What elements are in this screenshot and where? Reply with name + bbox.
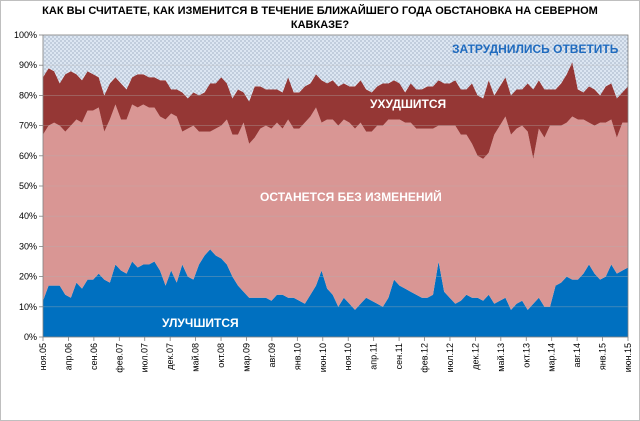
y-tick-label: 80% bbox=[19, 90, 37, 100]
x-tick-label: мар.14 bbox=[547, 343, 557, 372]
y-tick-label: 30% bbox=[19, 241, 37, 251]
x-tick-label: окт.13 bbox=[521, 343, 531, 368]
x-tick-label: ноя.10 bbox=[343, 343, 353, 370]
series-label-same: ОСТАНЕТСЯ БЕЗ ИЗМЕНЕНИЙ bbox=[260, 189, 442, 204]
x-tick-label: мар.09 bbox=[242, 343, 252, 372]
x-tick-label: сен.06 bbox=[89, 343, 99, 370]
x-axis: ноя.05 апр.06 сен.06 фев.07 июл.07 дек.07 май.… bbox=[38, 337, 633, 373]
y-tick-label: 100% bbox=[14, 30, 37, 40]
x-tick-label: июл.12 bbox=[445, 343, 455, 372]
x-tick-label: авг.09 bbox=[267, 343, 277, 367]
series-label-unsure: ЗАТРУДНИЛИСЬ ОТВЕТИТЬ bbox=[452, 42, 619, 56]
x-tick-label: сен.11 bbox=[394, 343, 404, 369]
y-tick-label: 20% bbox=[19, 272, 37, 282]
x-tick-label: окт.08 bbox=[216, 343, 226, 368]
series-area-1 bbox=[43, 249, 628, 337]
x-tick-label: дек.07 bbox=[165, 343, 175, 370]
y-tick-label: 40% bbox=[19, 211, 37, 221]
chart-title: КАК ВЫ СЧИТАЕТЕ, КАК ИЗМЕНИТСЯ В ТЕЧЕНИЕ… bbox=[0, 4, 640, 32]
x-tick-label: ноя.05 bbox=[38, 343, 48, 370]
y-tick-label: 60% bbox=[19, 151, 37, 161]
chart-title-line-1: КАК ВЫ СЧИТАЕТЕ, КАК ИЗМЕНИТСЯ В ТЕЧЕНИЕ… bbox=[42, 5, 598, 17]
x-tick-label: янв.10 bbox=[292, 343, 302, 370]
x-tick-label: дек.12 bbox=[470, 343, 480, 370]
series-label-worse: УХУДШИТСЯ bbox=[370, 97, 446, 111]
y-tick-label: 50% bbox=[19, 181, 37, 191]
x-tick-label: авг.14 bbox=[572, 343, 582, 367]
x-tick-label: янв.15 bbox=[598, 343, 608, 370]
series-labels: ЗАТРУДНИЛИСЬ ОТВЕТИТЬ УХУДШИТСЯ ОСТАНЕТС… bbox=[162, 42, 619, 330]
x-tick-label: июн.15 bbox=[623, 343, 633, 372]
chart-title-line-2: КАВКАЗЕ? bbox=[290, 19, 350, 31]
y-axis: 0% 10% 20% 30% 40% 50% 60% 70% 80% 90% 100% bbox=[14, 30, 43, 342]
y-tick-label: 0% bbox=[24, 332, 37, 342]
y-tick-label: 10% bbox=[19, 302, 37, 312]
x-tick-label: май.13 bbox=[496, 343, 506, 372]
x-tick-label: фев.12 bbox=[420, 343, 430, 373]
series-area-4 bbox=[43, 35, 628, 102]
x-tick-label: июл.07 bbox=[140, 343, 150, 372]
x-tick-label: апр.11 bbox=[369, 343, 379, 370]
y-tick-label: 90% bbox=[19, 60, 37, 70]
x-tick-label: фев.07 bbox=[114, 343, 124, 373]
series-label-improve: УЛУЧШИТСЯ bbox=[162, 316, 239, 330]
x-tick-label: май.08 bbox=[191, 343, 201, 372]
series-area-3 bbox=[43, 62, 628, 159]
x-tick-label: апр.06 bbox=[63, 343, 73, 370]
y-tick-label: 70% bbox=[19, 121, 37, 131]
x-tick-label: июн.10 bbox=[318, 343, 328, 372]
